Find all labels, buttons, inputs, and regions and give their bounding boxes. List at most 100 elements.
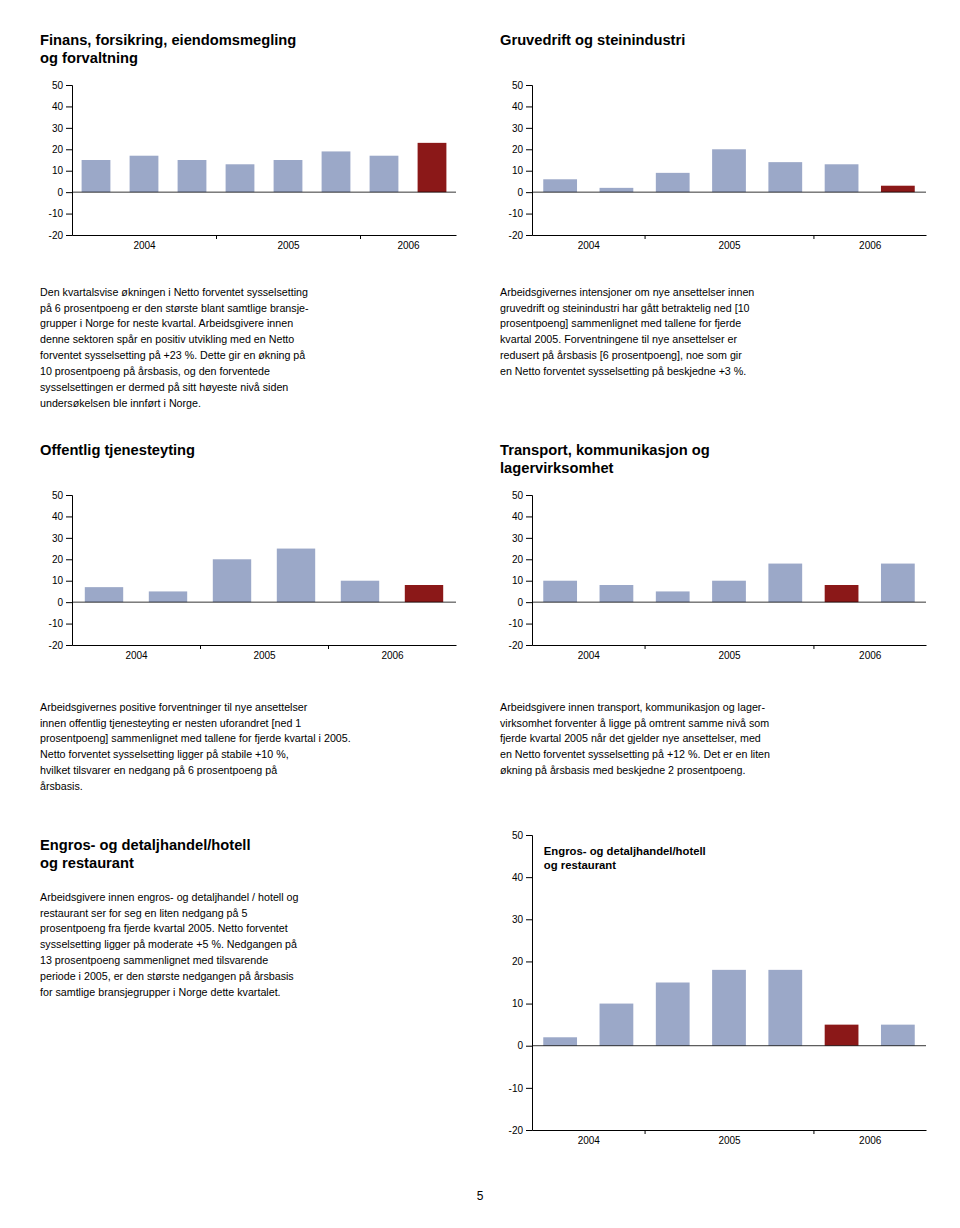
axis-domain	[533, 1130, 927, 1131]
tick-mark	[66, 495, 72, 496]
tick-mark	[526, 128, 532, 129]
chart-heading: Engros- og detaljhandel/hotellog restaur…	[40, 837, 251, 871]
bar	[712, 581, 746, 602]
text-line: økning på årsbasis med beskjedne 2 prose…	[500, 764, 745, 776]
paragraph: Arbeidsgivernes intensjoner om nye anset…	[500, 286, 754, 377]
axis-domain	[533, 235, 927, 236]
y-tick: -20	[509, 230, 532, 241]
year-dividers	[645, 235, 814, 239]
y-tick: 0	[57, 597, 72, 608]
bar	[768, 564, 802, 603]
y-tick: 40	[512, 872, 532, 883]
y-tick: 0	[517, 597, 532, 608]
text-line: restaurant ser for seg en liten nedgang …	[40, 907, 247, 919]
tick-mark	[526, 235, 532, 236]
text-line: 13 prosentpoeng sammenlignet med tilsvar…	[40, 954, 268, 966]
y-tick: 20	[512, 144, 532, 155]
tick-label: -10	[49, 208, 64, 219]
year-divider	[813, 645, 814, 649]
bar	[543, 581, 577, 602]
tick-mark	[526, 602, 532, 603]
y-tick: 0	[57, 187, 72, 198]
tick-label: 2006	[397, 240, 420, 251]
y-tick: -20	[509, 1125, 532, 1136]
tick-mark	[66, 602, 72, 603]
x-axis: 200420052006	[533, 1130, 927, 1146]
tick-mark	[526, 835, 532, 836]
tick-mark	[526, 1130, 532, 1131]
text-line: på 6 prosentpoeng er den største blant s…	[40, 302, 309, 314]
y-tick: -10	[49, 208, 72, 219]
tick-mark	[526, 214, 532, 215]
bar	[768, 970, 802, 1046]
axis-domain	[73, 645, 457, 646]
tick-mark	[526, 106, 532, 107]
y-tick: -10	[509, 618, 532, 629]
text-line: Arbeidsgivere innen engros- og detaljhan…	[40, 891, 299, 903]
tick-label: 30	[512, 914, 524, 925]
tick-label: 40	[512, 101, 524, 112]
text-line: en Netto forventet sysselsetting på +12 …	[500, 748, 770, 760]
axis-domain	[526, 836, 533, 1131]
tick-mark	[526, 877, 532, 878]
bar	[149, 591, 187, 602]
x-tick: 2005	[253, 645, 276, 661]
x-axis: 200420052006	[533, 235, 927, 251]
bar	[322, 151, 351, 192]
bar	[881, 564, 915, 603]
tick-mark	[526, 1088, 532, 1089]
y-tick: 20	[52, 554, 72, 565]
y-tick: 30	[52, 123, 72, 134]
x-tick: 2006	[381, 645, 404, 661]
text-line: 10 prosentpoeng på årsbasis, og den forv…	[40, 365, 270, 377]
page: Finans, forsikring, eiendomsmeglingog fo…	[0, 0, 960, 1228]
text-line: og restaurant	[544, 859, 616, 871]
tick-label: -20	[49, 230, 64, 241]
bar	[881, 1025, 915, 1046]
bar	[600, 188, 634, 192]
tick-label: -10	[509, 1083, 524, 1094]
tick-label: 2006	[859, 650, 882, 661]
y-tick: 50	[512, 830, 532, 841]
bar	[213, 559, 251, 602]
bar-chart: -20-1001020304050200420052006	[49, 490, 457, 661]
text-line: prosentpoeng] sammenlignet med tallene f…	[500, 317, 741, 329]
y-tick: 10	[512, 165, 532, 176]
text-line: redusert på årsbasis [6 prosentpoeng], n…	[500, 349, 742, 361]
year-dividers	[217, 235, 361, 239]
x-tick: 2004	[578, 645, 601, 661]
year-divider	[328, 645, 329, 649]
tick-mark	[526, 85, 532, 86]
tick-mark	[526, 559, 532, 560]
y-tick: 10	[512, 998, 532, 1009]
tick-mark	[66, 235, 72, 236]
text-line: prosentpoeng fra fjerde kvartal 2005. Ne…	[40, 922, 288, 934]
x-tick: 2005	[718, 235, 741, 251]
tick-mark	[66, 106, 72, 107]
tick-mark	[526, 624, 532, 625]
tick-label: 50	[52, 490, 64, 501]
y-tick: 10	[512, 575, 532, 586]
page-number: 5	[477, 1189, 484, 1203]
bar	[712, 149, 746, 192]
bar-chart: -20-1001020304050200420052006Engros- og …	[509, 830, 927, 1146]
tick-label: 2006	[381, 650, 404, 661]
tick-label: 0	[57, 187, 63, 198]
axis-domain	[533, 645, 927, 646]
chart-heading: Offentlig tjenesteyting	[40, 442, 195, 458]
divider-mark	[200, 645, 201, 649]
zero-line	[532, 602, 926, 603]
text-line: prosentpoeng] sammenlignet med tallene f…	[40, 732, 351, 744]
tick-mark	[526, 645, 532, 646]
tick-label: -20	[49, 640, 64, 651]
zero-line	[532, 1045, 926, 1046]
bar	[178, 160, 207, 192]
tick-label: 40	[512, 511, 524, 522]
bar	[600, 585, 634, 602]
x-tick: 2005	[718, 1130, 741, 1146]
bar-chart: -20-1001020304050200420052006	[509, 80, 927, 251]
bar	[418, 143, 447, 192]
y-tick: -10	[509, 208, 532, 219]
tick-label: 2005	[718, 240, 741, 251]
text-line: sysselsettingen er dermed på sitt høyest…	[40, 381, 288, 393]
